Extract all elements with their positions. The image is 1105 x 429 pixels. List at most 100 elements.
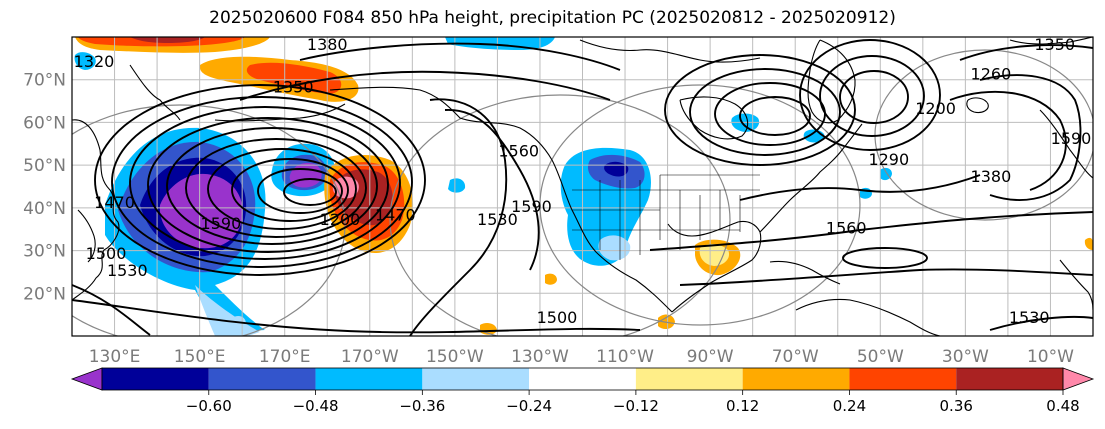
shading-arctic-red [246,62,342,94]
shading-wus-lightblue [598,235,631,261]
contour-low-10 [283,178,337,206]
contour-label: 1560 [498,142,539,161]
lon-tick-label: 50°W [857,347,904,367]
map-body [72,37,1093,336]
range-circles [72,49,1093,336]
shading-purple [159,173,243,249]
longitude-labels: 130°E 150°E 170°E 170°W 150°W 130°W 110°W 90°W 7… [89,347,1074,367]
coast-caribbean [769,260,841,285]
colorbar-segment [208,368,316,390]
coast-arctic-islands [579,39,761,63]
contour-low-8 [231,158,349,222]
coast-useast [759,123,863,233]
contour-atl-low-3 [839,70,909,124]
lon-tick-label: 130°W [511,347,569,367]
contour-1350-ne [959,44,1093,61]
contour-low-5 [166,127,378,245]
lon-tick-label: 130°E [89,347,141,367]
contour-1560-pac [409,98,508,336]
contour-eastcoast [739,174,981,201]
contour-label: 1530 [477,210,518,229]
colorbar-segment [742,368,850,390]
coast-nwamerica [551,159,673,313]
shading-spot-7 [545,273,557,285]
coast-kamchatka [129,64,181,121]
contour-label: 1590 [201,214,242,233]
shading-spot-10 [1084,237,1093,250]
contour-label: 1500 [86,244,127,263]
lon-tick-label: 70°W [772,347,819,367]
coast-iceland [966,97,989,114]
contour-atl-high [842,247,928,269]
lat-tick-label: 40°N [23,199,66,219]
coast-southamerica [795,298,941,336]
contour-label: 1530 [107,261,148,280]
map-frame [71,36,1094,337]
shading-spot-5 [448,178,466,193]
shading-topleft-blue [74,52,96,70]
contour-atl-low-1 [799,39,941,151]
contour-label: 1320 [74,52,115,71]
contour-low-3 [129,106,401,260]
colorbar-labels: −0.60 −0.48 −0.36 −0.24 −0.12 0.12 0.24 0.36 0.4… [186,397,1080,415]
colorbar-segment [956,368,1063,390]
colorbar-outline [101,367,1064,391]
lon-tick-label: 170°W [341,347,399,367]
colorbar-tick-label: 0.12 [726,397,759,415]
contour-1560-east [649,211,1093,251]
colorbar-tick-label: 0.24 [833,397,866,415]
colorbar-extend-min [70,367,103,391]
shading-top-blue [445,37,555,50]
shading-topleft-darkred [130,37,205,43]
contour-low-6 [185,138,367,238]
contour-atl-low-2 [819,55,925,137]
contour-label: 1590 [1051,129,1092,148]
lon-tick-label: 10°W [1027,347,1074,367]
political-borders [572,174,760,260]
lat-tick-label: 60°N [23,113,66,133]
lon-tick-label: 170°E [259,347,311,367]
contour-label: 1380 [971,167,1012,186]
colorbar-extend-max [1062,367,1095,391]
coast-europe [1039,109,1093,179]
contour-label: 1560 [826,218,867,237]
colorbar-segment [422,368,530,390]
coast-japan [77,209,96,263]
contour-low-2 [111,96,413,268]
colorbar-tick-label: −0.36 [399,397,445,415]
contour-1500 [72,299,641,334]
colorbar [70,367,1095,395]
contour-label: 1350 [1034,35,1075,54]
shading-gulf-yellow [699,244,730,266]
colorbar-tick-label: 0.36 [940,397,973,415]
contour-low-1 [94,84,426,276]
colorbar-tick-label: −0.48 [293,397,339,415]
contour-label: 1380 [307,35,348,54]
contour-nam-low-1 [664,54,856,166]
coast-asia [72,119,120,301]
lon-tick-label: 150°E [174,347,226,367]
colorbar-tick-label: −0.24 [506,397,552,415]
lat-tick-label: 30°N [23,242,66,262]
lon-tick-label: 150°W [426,347,484,367]
contour-label: 1260 [971,65,1012,84]
contour-1380-top [299,42,621,71]
lon-tick-label: 90°W [687,347,734,367]
colorbar-segment [315,368,423,390]
contour-low-9 [257,168,343,214]
contour-low-7 [207,148,357,230]
lat-tick-label: 20°N [23,284,66,304]
plot-title: 2025020600 F084 850 hPa height, precipit… [209,8,896,28]
contour-1530-w [72,284,151,336]
contour-label: 1500 [537,308,578,327]
graticule [72,37,1093,336]
contour-1350-top [239,70,611,101]
colorbar-segment [102,368,209,390]
height-contours [72,39,1093,336]
coast-alaska [329,86,553,161]
contour-label: 1470 [94,193,135,212]
colorbar-segment [529,368,636,390]
contour-1380-ne [949,90,1067,191]
